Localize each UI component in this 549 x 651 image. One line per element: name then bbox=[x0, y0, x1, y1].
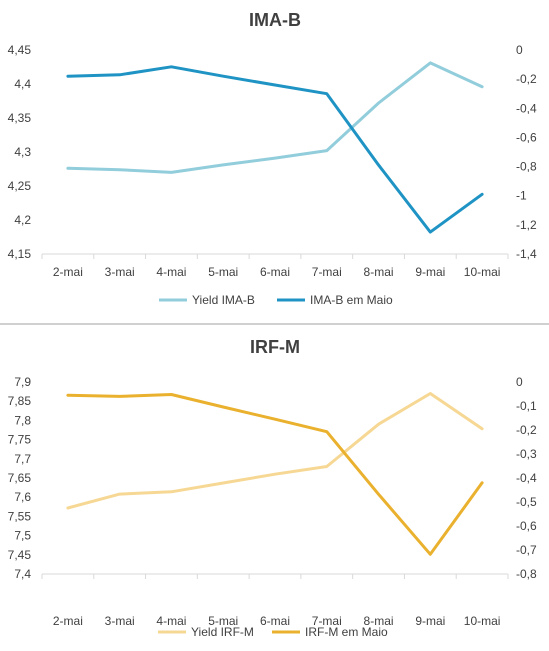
y-left-tick-label: 4,2 bbox=[14, 213, 31, 227]
chart-legend: Yield IRF-M IRF-M em Maio bbox=[158, 625, 388, 639]
ima-b-chart-panel: IMA-B Yield IMA-B IMA-B em Maio 2-mai 3-m… bbox=[0, 0, 549, 323]
x-tick-label: 3-mai bbox=[105, 614, 135, 628]
y-left-tick-label: 4,35 bbox=[8, 111, 32, 125]
y-right-tick-label: -1,2 bbox=[516, 218, 537, 232]
chart-legend: Yield IMA-B IMA-B em Maio bbox=[159, 293, 393, 307]
y-right-tick-label: -1 bbox=[516, 189, 527, 203]
chart-title: IRF-M bbox=[250, 337, 300, 357]
y-left-tick-label: 7,45 bbox=[8, 548, 32, 562]
y-right-tick-label: -1,4 bbox=[516, 247, 537, 261]
y-right-tick-label: 0 bbox=[516, 375, 523, 389]
y-left-tick-label: 7,7 bbox=[14, 452, 31, 466]
series-line-yield-irf-m bbox=[66, 392, 484, 510]
y-right-tick-label: -0,3 bbox=[516, 447, 537, 461]
x-tick-label: 9-mai bbox=[415, 614, 445, 628]
panel-divider bbox=[0, 323, 549, 325]
x-tick-label: 4-mai bbox=[156, 614, 186, 628]
legend-label-irf-m-em-maio: IRF-M em Maio bbox=[305, 625, 388, 639]
y-right-tick-label: -0,2 bbox=[516, 72, 537, 86]
y-right-tick-label: -0,6 bbox=[516, 130, 537, 144]
y-left-tick-label: 4,15 bbox=[8, 247, 32, 261]
y-right-tick-label: -0,4 bbox=[516, 101, 537, 115]
y-left-tick-label: 4,45 bbox=[8, 43, 32, 57]
x-tick-label: 8-mai bbox=[364, 614, 394, 628]
y-right-tick-label: -0,7 bbox=[516, 543, 537, 557]
chart-title: IMA-B bbox=[249, 10, 301, 30]
x-tick-label: 7-mai bbox=[312, 614, 342, 628]
y-left-tick-label: 7,5 bbox=[14, 529, 31, 543]
x-tick-label: 9-mai bbox=[415, 265, 445, 279]
x-tick-label: 6-mai bbox=[260, 614, 290, 628]
x-tick-label: 5-mai bbox=[208, 265, 238, 279]
irf-m-chart-panel: IRF-M Yield IRF-M IRF-M em Maio 2-mai 3-m… bbox=[0, 325, 549, 651]
series-line-ima-b-em-maio bbox=[66, 65, 484, 234]
legend-label-yield-ima-b: Yield IMA-B bbox=[192, 293, 255, 307]
x-tick-label: 2-mai bbox=[53, 265, 83, 279]
y-right-tick-label: -0,5 bbox=[516, 495, 537, 509]
y-right-tick-label: -0,4 bbox=[516, 471, 537, 485]
y-left-tick-label: 4,3 bbox=[14, 145, 31, 159]
y-left-tick-label: 4,25 bbox=[8, 179, 32, 193]
series-line-irf-m-em-maio bbox=[66, 393, 484, 556]
x-tick-label: 10-mai bbox=[464, 265, 501, 279]
x-tick-label: 10-mai bbox=[464, 614, 501, 628]
x-tick-label: 2-mai bbox=[53, 614, 83, 628]
y-right-tick-label: -0,6 bbox=[516, 519, 537, 533]
x-tick-label: 7-mai bbox=[312, 265, 342, 279]
y-right-tick-label: -0,8 bbox=[516, 567, 537, 581]
y-left-tick-label: 4,4 bbox=[14, 77, 31, 91]
irf-m-chart: IRF-M Yield IRF-M IRF-M em Maio 2-mai 3-m… bbox=[8, 337, 537, 639]
y-left-tick-label: 7,4 bbox=[14, 567, 31, 581]
y-left-tick-label: 7,9 bbox=[14, 375, 31, 389]
x-tick-label: 8-mai bbox=[364, 265, 394, 279]
y-right-tick-label: -0,2 bbox=[516, 423, 537, 437]
y-left-tick-label: 7,75 bbox=[8, 433, 32, 447]
y-left-tick-label: 7,55 bbox=[8, 509, 32, 523]
y-right-tick-label: 0 bbox=[516, 43, 523, 57]
y-left-tick-label: 7,8 bbox=[14, 413, 31, 427]
y-left-tick-label: 7,65 bbox=[8, 471, 32, 485]
y-left-tick-label: 7,85 bbox=[8, 394, 32, 408]
y-right-tick-label: -0,1 bbox=[516, 399, 537, 413]
x-tick-label: 5-mai bbox=[208, 614, 238, 628]
y-left-tick-label: 7,6 bbox=[14, 490, 31, 504]
series-line-yield-ima-b bbox=[66, 61, 484, 174]
x-tick-label: 3-mai bbox=[105, 265, 135, 279]
y-right-tick-label: -0,8 bbox=[516, 160, 537, 174]
legend-label-ima-b-em-maio: IMA-B em Maio bbox=[310, 293, 393, 307]
x-tick-label: 4-mai bbox=[156, 265, 186, 279]
x-tick-label: 6-mai bbox=[260, 265, 290, 279]
legend-label-yield-irf-m: Yield IRF-M bbox=[191, 625, 254, 639]
ima-b-chart: IMA-B Yield IMA-B IMA-B em Maio 2-mai 3-m… bbox=[8, 10, 537, 307]
